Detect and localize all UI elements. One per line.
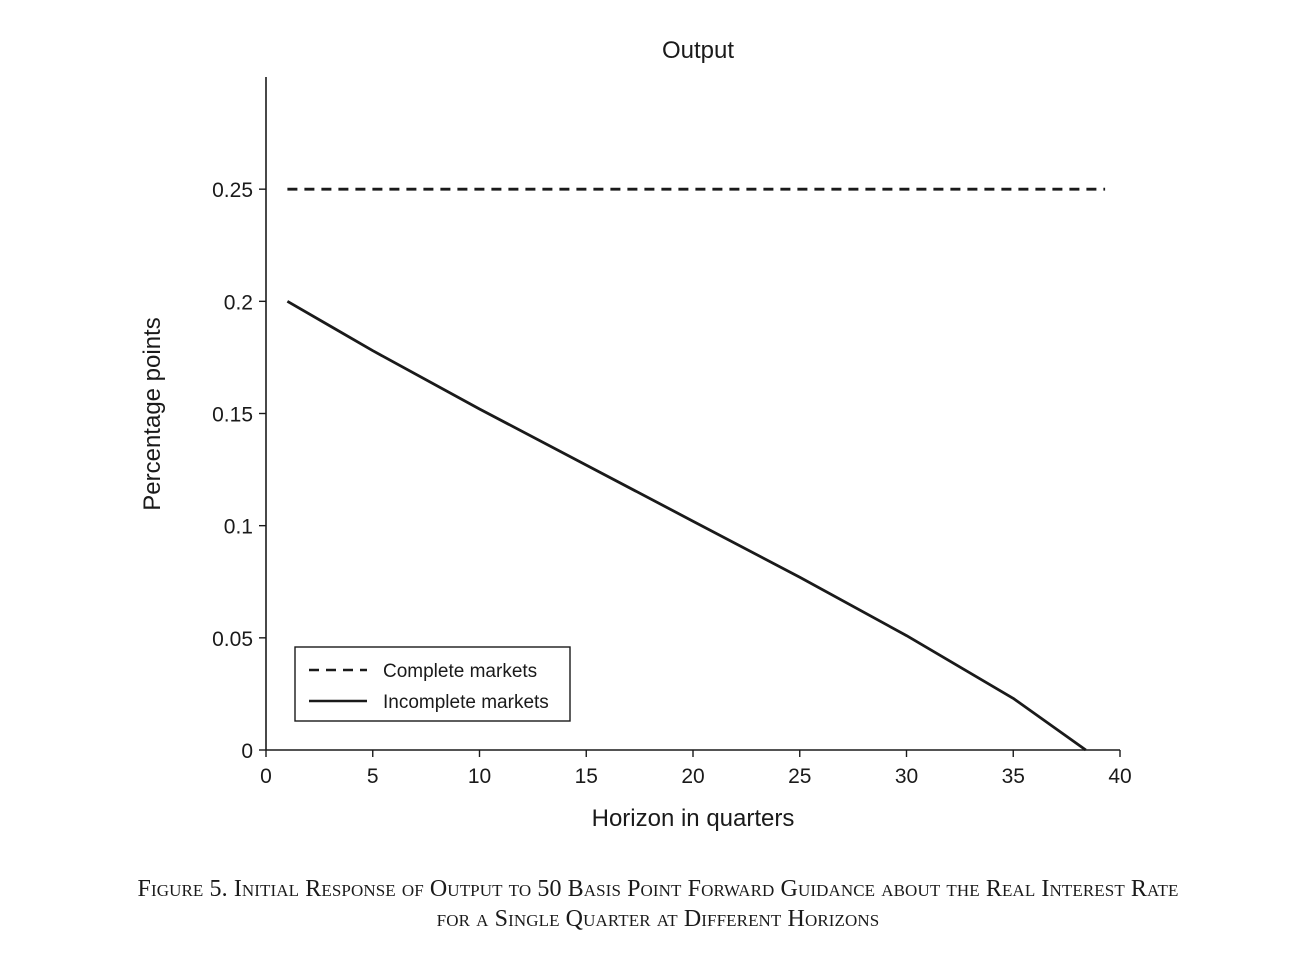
x-tick-label: 5 (367, 765, 379, 788)
y-tick-label: 0 (241, 740, 253, 763)
y-tick-label: 0.2 (224, 291, 253, 314)
x-tick-label: 15 (575, 765, 598, 788)
y-tick-label: 0.1 (224, 516, 253, 539)
x-tick-label: 20 (681, 765, 704, 788)
x-axis-label: Horizon in quarters (592, 805, 795, 832)
y-tick-label: 0.05 (212, 628, 253, 651)
x-tick-label: 10 (468, 765, 491, 788)
y-tick-label: 0.25 (212, 179, 253, 202)
y-ticks: 0 0.05 0.1 0.15 0.2 0.25 (212, 179, 266, 763)
caption-line-2: for a Single Quarter at Different Horizo… (436, 906, 880, 932)
x-tick-label: 35 (1002, 765, 1025, 788)
legend-label-incomplete-markets: Incomplete markets (383, 692, 549, 713)
x-tick-label: 25 (788, 765, 811, 788)
output-chart: Output 0 5 10 15 20 25 30 35 40 00.050.10.150.20… (139, 37, 1132, 832)
figure-caption: Figure 5. Initial Response of Output to … (0, 874, 1316, 934)
legend-label-complete-markets: Complete markets (383, 661, 537, 682)
y-axis-label: Percentage points (139, 317, 166, 510)
x-tick-label: 0 (260, 765, 272, 788)
x-tick-label: 30 (895, 765, 918, 788)
chart-title: Output (662, 37, 734, 64)
x-tick-label: 40 (1108, 765, 1131, 788)
legend: Complete markets Incomplete markets (294, 646, 571, 722)
series-line-incomplete-markets (286, 300, 1087, 752)
caption-line-1: Figure 5. Initial Response of Output to … (137, 876, 1179, 902)
legend-box (294, 646, 571, 722)
y-tick-label: 0.15 (212, 404, 253, 427)
x-ticks: 0 5 10 15 20 25 30 35 40 (260, 750, 1132, 788)
series-layer (286, 187, 1106, 752)
